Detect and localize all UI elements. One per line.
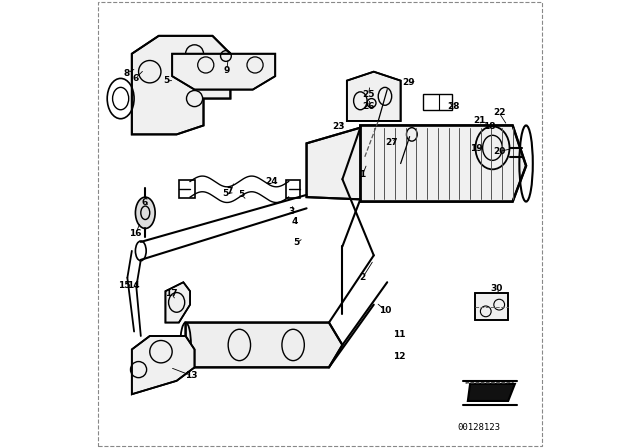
Text: 5: 5: [239, 190, 244, 199]
Bar: [475, 293, 508, 320]
Text: 20: 20: [493, 147, 506, 156]
Polygon shape: [172, 54, 275, 90]
Text: 2: 2: [360, 273, 365, 282]
Text: 8: 8: [124, 69, 129, 78]
Text: 29: 29: [403, 78, 415, 87]
Bar: [475, 293, 508, 320]
Text: 22: 22: [493, 108, 506, 117]
Text: 15: 15: [118, 281, 131, 290]
Text: 19: 19: [470, 144, 482, 153]
Bar: [423, 94, 452, 110]
Ellipse shape: [476, 126, 509, 169]
Text: 4: 4: [291, 217, 298, 226]
Polygon shape: [307, 128, 360, 199]
Text: 17: 17: [165, 289, 177, 298]
Text: 6: 6: [141, 198, 147, 207]
Text: 21: 21: [473, 116, 485, 125]
Text: 1: 1: [360, 170, 365, 179]
Polygon shape: [347, 72, 401, 121]
Text: 28: 28: [447, 102, 460, 111]
Text: 24: 24: [266, 177, 278, 186]
Text: 6: 6: [132, 74, 138, 83]
Text: 00128123: 00128123: [458, 423, 500, 432]
Text: 7: 7: [227, 187, 233, 196]
Text: 12: 12: [394, 352, 406, 361]
Text: 30: 30: [490, 284, 502, 293]
Polygon shape: [468, 384, 515, 401]
Text: 14: 14: [127, 281, 140, 290]
Text: 3: 3: [289, 207, 295, 216]
Text: 27: 27: [385, 138, 398, 147]
Polygon shape: [165, 282, 190, 323]
Text: 18: 18: [483, 122, 495, 131]
Text: 10: 10: [379, 306, 391, 314]
Text: 5: 5: [222, 189, 228, 198]
Text: 5: 5: [294, 238, 300, 247]
Polygon shape: [132, 336, 195, 394]
Text: 16: 16: [129, 229, 141, 238]
Polygon shape: [186, 323, 342, 367]
Ellipse shape: [136, 197, 155, 228]
Polygon shape: [132, 36, 230, 134]
Text: 23: 23: [333, 122, 345, 131]
Text: 5: 5: [164, 76, 170, 85]
Text: 9: 9: [223, 66, 230, 75]
Polygon shape: [360, 125, 526, 202]
Text: 25: 25: [362, 90, 374, 99]
Bar: [287, 180, 300, 198]
Bar: [179, 180, 195, 198]
Text: 26: 26: [362, 102, 374, 111]
Text: 13: 13: [185, 371, 197, 380]
Text: 11: 11: [394, 330, 406, 339]
